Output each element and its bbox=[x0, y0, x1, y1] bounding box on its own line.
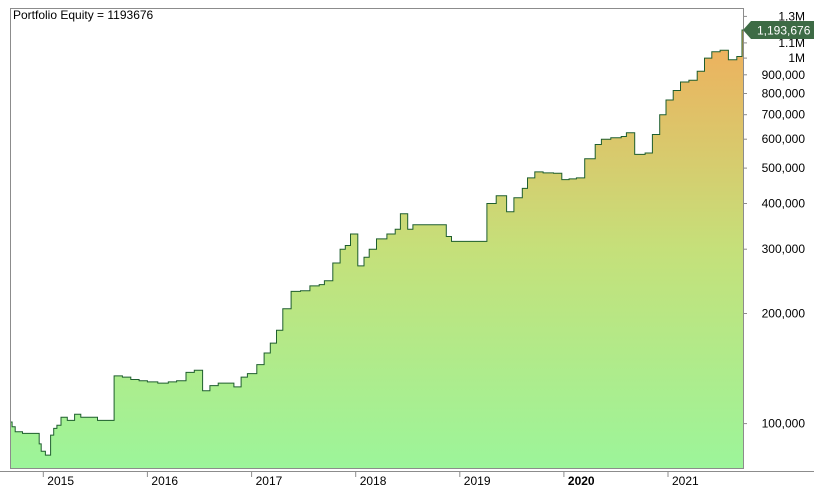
y-tick-label: 400,000 bbox=[762, 197, 806, 211]
chart-title: Portfolio Equity = 1193676 bbox=[13, 8, 154, 22]
y-tick-label: 700,000 bbox=[762, 108, 806, 122]
y-tick-label: 300,000 bbox=[762, 242, 806, 256]
x-tick-label: 2018 bbox=[360, 474, 387, 488]
y-tick-label: 600,000 bbox=[762, 132, 806, 146]
y-tick-label: 1M bbox=[788, 51, 805, 65]
x-tick-label: 2016 bbox=[151, 474, 178, 488]
y-tick-label: 800,000 bbox=[762, 87, 806, 101]
y-tick-label: 200,000 bbox=[762, 307, 806, 321]
last-value-badge: 1,193,676 bbox=[743, 21, 814, 39]
x-tick-label: 2020 bbox=[568, 474, 595, 488]
x-tick-label: 2019 bbox=[464, 474, 491, 488]
y-tick-label: 900,000 bbox=[762, 68, 806, 82]
y-tick-label: 100,000 bbox=[762, 417, 806, 431]
plot-frame bbox=[10, 8, 744, 469]
x-tick-label: 2015 bbox=[47, 474, 74, 488]
y-tick-label: 1.1M bbox=[778, 36, 805, 50]
equity-line-0 bbox=[10, 29, 743, 456]
x-tick-label: 2017 bbox=[256, 474, 283, 488]
y-tick-label: 1.3M bbox=[778, 9, 805, 23]
y-tick-label: 500,000 bbox=[762, 161, 806, 175]
last-value-label: 1,193,676 bbox=[757, 24, 811, 38]
x-tick-label: 2021 bbox=[672, 474, 699, 488]
